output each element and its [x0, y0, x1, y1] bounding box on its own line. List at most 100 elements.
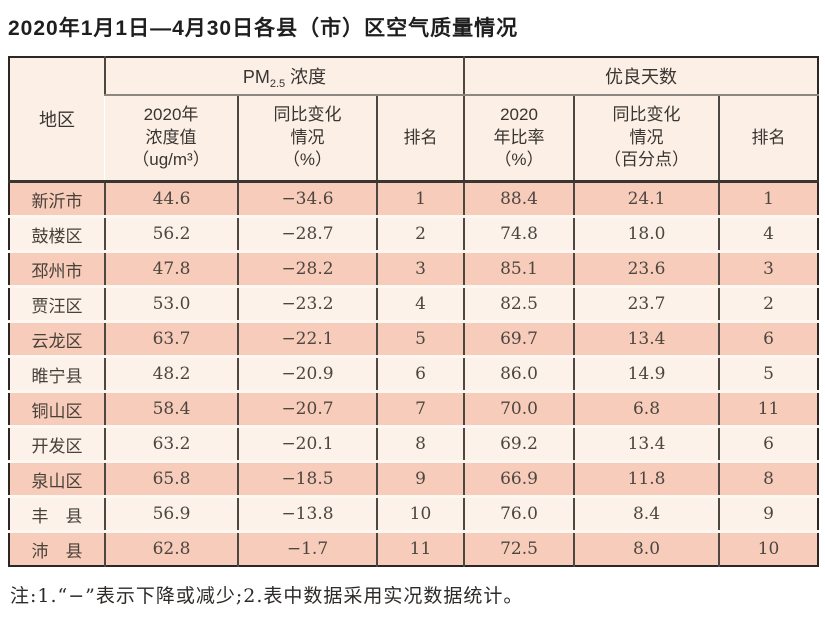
page-title: 2020年1月1日—4月30日各县（市）区空气质量情况: [8, 17, 519, 40]
region-cell: 云龙区: [9, 320, 105, 357]
pm-change-cell: −13.8: [237, 495, 377, 532]
table-row: 丰 县 56.9 −13.8 10 76.0 8.4 9: [9, 495, 819, 532]
days-change-cell: 8.0: [573, 530, 719, 566]
table-row: 新沂市 44.6 −34.6 1 88.4 24.1 1: [9, 180, 819, 217]
pm-rank-cell: 9: [376, 460, 464, 497]
days-rate-cell: 76.0: [463, 495, 574, 532]
days-rate-cell: 85.1: [463, 250, 574, 287]
pm-change-cell: −1.7: [237, 530, 377, 566]
air-quality-table: 地区 PM2.5 浓度 优良天数 2020年 浓度值 （ug/m³） 同比变化 …: [8, 56, 820, 567]
pm-rank-cell: 3: [376, 250, 464, 287]
col-header-pm-value: 2020年 浓度值 （ug/m³）: [105, 95, 238, 183]
days-rank-cell: 6: [717, 425, 819, 462]
col-header-pm-rank: 排名: [376, 95, 464, 183]
pm-value-cell: 63.7: [104, 320, 238, 357]
table-row: 鼓楼区 56.2 −28.7 2 74.8 18.0 4: [9, 215, 819, 252]
col-header-line: 年比率: [493, 127, 545, 147]
pm-change-cell: −20.1: [237, 425, 377, 462]
col-header-line: 2020年: [143, 104, 199, 124]
region-cell: 泉山区: [9, 460, 105, 497]
days-rate-cell: 70.0: [463, 390, 574, 427]
col-header-line: （%）: [282, 150, 333, 170]
region-cell: 新沂市: [9, 180, 105, 217]
pm-value-cell: 62.8: [104, 530, 238, 566]
group-header-row: 地区 PM2.5 浓度 优良天数: [9, 57, 819, 183]
col-header-line: （ug/m³）: [132, 150, 210, 170]
table-row: 邳州市 47.8 −28.2 3 85.1 23.6 3: [9, 250, 819, 287]
col-header-line: 浓度值: [145, 127, 197, 147]
pm-label-suffix: 浓度: [285, 66, 327, 87]
days-change-cell: 8.4: [573, 495, 719, 532]
days-rank-cell: 8: [717, 460, 819, 497]
region-cell: 贾汪区: [9, 285, 105, 322]
col-header-region: 地区: [9, 57, 105, 183]
col-header-line: 同比变化: [612, 104, 681, 124]
days-rate-cell: 66.9: [463, 460, 574, 497]
days-rank-cell: 9: [717, 495, 819, 532]
table-row: 沛 县 62.8 −1.7 11 72.5 8.0 10: [9, 530, 819, 566]
pm-change-cell: −28.7: [237, 215, 377, 252]
region-cell: 邳州市: [9, 250, 105, 287]
pm-rank-cell: 8: [376, 425, 464, 462]
table-row: 贾汪区 53.0 −23.2 4 82.5 23.7 2: [9, 285, 819, 322]
days-rate-cell: 74.8: [463, 215, 574, 252]
col-header-line: （百分点）: [604, 150, 689, 170]
pm-rank-cell: 6: [376, 355, 464, 392]
pm-value-cell: 47.8: [104, 250, 238, 287]
table-row: 睢宁县 48.2 −20.9 6 86.0 14.9 5: [9, 355, 819, 392]
days-rank-cell: 2: [717, 285, 819, 322]
pm-change-cell: −18.5: [237, 460, 377, 497]
days-change-cell: 24.1: [573, 180, 719, 217]
col-header-days-rate: 2020 年比率 （%）: [463, 95, 574, 183]
days-change-cell: 6.8: [573, 390, 719, 427]
days-rate-cell: 69.2: [463, 425, 574, 462]
region-cell: 睢宁县: [9, 355, 105, 392]
days-rank-cell: 5: [717, 355, 819, 392]
pm-rank-cell: 2: [376, 215, 464, 252]
col-header-days-rank: 排名: [717, 95, 819, 183]
days-rank-cell: 10: [717, 530, 819, 566]
group-header-good-days: 优良天数: [462, 57, 819, 96]
sub-header-row: 2020年 浓度值 （ug/m³） 同比变化 情况 （%） 排名 2020 年比…: [9, 95, 819, 183]
days-rank-cell: 11: [717, 390, 819, 427]
pm-label-prefix: PM: [242, 66, 270, 87]
pm-rank-cell: 11: [376, 530, 464, 566]
pm-value-cell: 53.0: [104, 285, 238, 322]
pm-rank-cell: 4: [376, 285, 464, 322]
table-row: 泉山区 65.8 −18.5 9 66.9 11.8 8: [9, 460, 819, 497]
col-header-line: （%）: [494, 150, 544, 170]
days-rank-cell: 4: [717, 215, 819, 252]
pm-value-cell: 65.8: [104, 460, 238, 497]
days-rate-cell: 69.7: [463, 320, 574, 357]
days-change-cell: 23.7: [573, 285, 719, 322]
pm-change-cell: −20.7: [237, 390, 377, 427]
col-header-pm-change: 同比变化 情况 （%）: [237, 95, 377, 183]
pm-rank-cell: 10: [376, 495, 464, 532]
days-rate-cell: 88.4: [463, 180, 574, 217]
days-rank-cell: 1: [717, 180, 819, 217]
pm-rank-cell: 7: [376, 390, 464, 427]
footnote: 注:1.“−”表示下降或减少;2.表中数据采用实况数据统计。: [10, 585, 524, 607]
days-rate-cell: 86.0: [463, 355, 574, 392]
pm-rank-cell: 5: [376, 320, 464, 357]
pm-change-cell: −23.2: [237, 285, 377, 322]
table-row: 开发区 63.2 −20.1 8 69.2 13.4 6: [9, 425, 819, 462]
pm-value-cell: 58.4: [104, 390, 238, 427]
col-header-line: 情况: [290, 127, 325, 147]
pm-value-cell: 44.6: [104, 180, 238, 217]
table-row: 云龙区 63.7 −22.1 5 69.7 13.4 6: [9, 320, 819, 357]
group-header-pm25: PM2.5 浓度: [104, 57, 464, 96]
pm-value-cell: 56.9: [104, 495, 238, 532]
pm-change-cell: −20.9: [237, 355, 377, 392]
days-rank-cell: 6: [717, 320, 819, 357]
days-change-cell: 18.0: [573, 215, 719, 252]
days-change-cell: 13.4: [573, 425, 719, 462]
pm-value-cell: 63.2: [104, 425, 238, 462]
days-rank-cell: 3: [717, 250, 819, 287]
pm-change-cell: −28.2: [237, 250, 377, 287]
days-rate-cell: 82.5: [463, 285, 574, 322]
table-header: 地区 PM2.5 浓度 优良天数 2020年 浓度值 （ug/m³） 同比变化 …: [9, 57, 819, 183]
region-cell: 开发区: [9, 425, 105, 462]
days-rate-cell: 72.5: [463, 530, 574, 566]
